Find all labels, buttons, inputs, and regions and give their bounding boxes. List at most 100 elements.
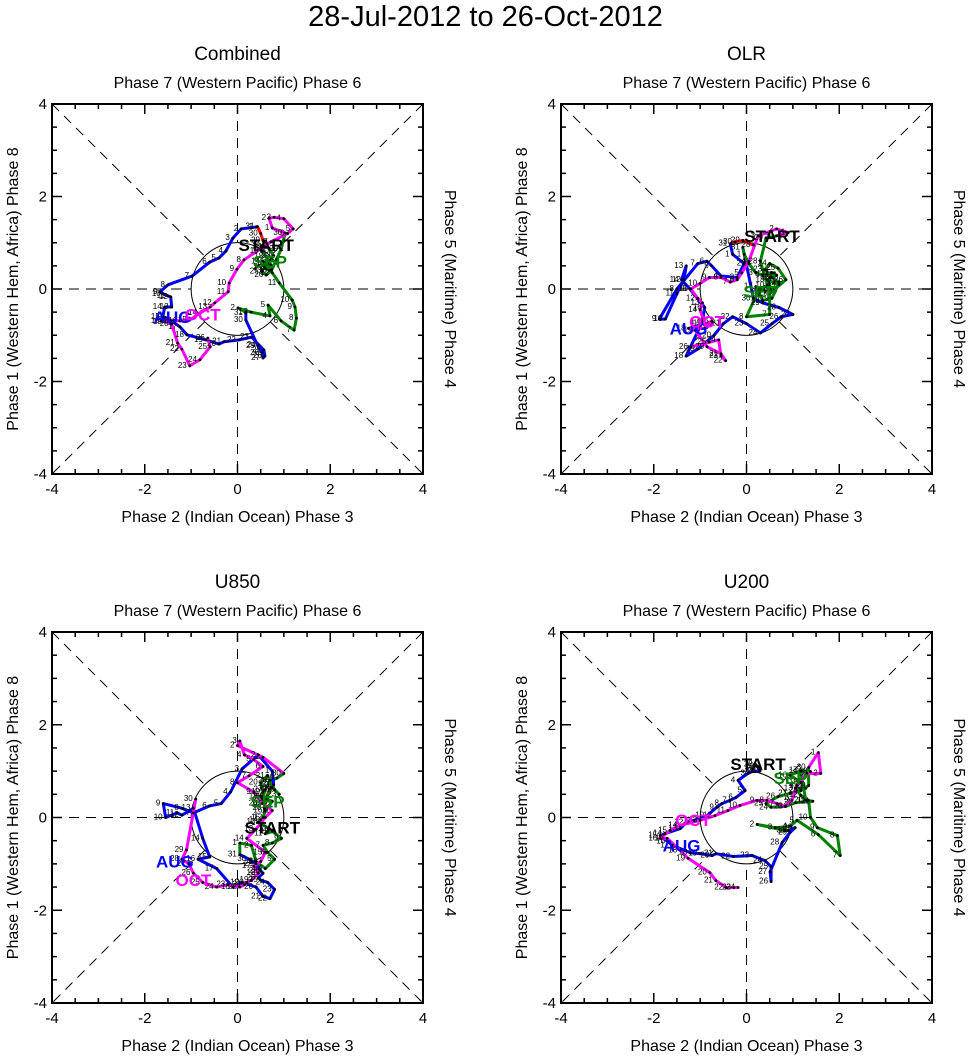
data-point [180,806,184,810]
day-label: 30 [258,784,267,793]
day-label: 5 [246,755,251,764]
data-point [290,298,294,302]
data-point [703,322,707,326]
day-label: 4 [790,781,795,790]
day-label: 13 [668,824,677,833]
data-point [254,885,258,889]
day-label: 24 [247,340,256,349]
day-label: 12 [258,824,267,833]
data-point [715,805,719,809]
data-point [703,306,707,309]
day-label: 17 [205,864,214,873]
y-tick-label: -4 [34,995,47,1012]
day-label: 10 [260,826,269,835]
day-label: 18 [249,792,258,801]
data-point [763,289,767,293]
data-point [710,319,714,323]
data-point [242,258,246,262]
top-axis-label: Phase 7 (Western Pacific) Phase 6 [114,603,362,620]
data-point [721,322,725,326]
day-label: 20 [249,778,258,787]
data-point [799,780,803,784]
day-label: 16 [160,316,169,325]
data-point [775,802,779,805]
data-point [261,802,265,805]
data-point [776,795,780,799]
y-tick-label: -2 [34,374,47,391]
day-label: 2 [745,767,750,776]
month-label: SEP [251,792,285,811]
data-point [188,364,192,368]
day-label: 10 [695,811,704,820]
day-label: 27 [778,788,787,797]
x-tick-label: -4 [554,1010,567,1027]
data-point [786,231,790,234]
phase-divider-diagonal [51,103,206,257]
data-point [286,232,289,235]
x-tick-label: 2 [835,481,843,498]
data-point [250,878,253,882]
y-tick-label: -4 [543,995,556,1012]
data-point [720,802,724,805]
data-point [724,359,728,363]
day-label: 9 [288,302,293,311]
phase-divider-diagonal [51,321,206,475]
day-label: 30 [237,854,246,863]
data-point [259,232,263,235]
data-point [250,335,254,339]
data-point [742,252,746,256]
day-label: 9 [702,272,707,281]
day-label: 5 [214,799,219,808]
day-label: 5 [767,268,772,277]
day-label: 14 [670,275,679,284]
data-point [256,753,260,757]
data-point [198,311,202,315]
data-point [658,836,662,840]
day-label: 1 [256,752,261,761]
data-point [770,271,774,275]
data-point [731,315,734,319]
data-point [784,278,788,282]
data-point [755,823,759,826]
day-label: 19 [250,246,259,255]
day-label: 7 [287,325,292,334]
data-point [235,267,239,271]
data-point [187,862,191,866]
data-point [238,841,242,845]
data-point [272,215,276,219]
data-point [213,301,217,305]
data-point [293,305,297,309]
day-label: 3 [751,231,756,240]
data-point [763,268,767,271]
day-label: 2 [234,224,239,233]
data-point [283,231,287,235]
data-point [247,774,251,778]
data-point [162,292,166,296]
day-label: 1 [238,307,243,316]
y-tick-label: 2 [39,189,47,206]
data-point [198,358,202,362]
day-label: 18 [751,296,760,305]
day-label: 1 [725,249,730,258]
data-point [754,271,758,275]
data-point [705,345,709,349]
day-label: 22 [170,344,179,353]
day-label: 17 [691,316,700,325]
data-point [696,296,700,300]
day-label: 4 [783,821,788,830]
day-label: 19 [676,853,685,862]
day-label: 27 [758,867,767,876]
day-label: 15 [253,263,262,272]
day-label: 7 [723,277,728,286]
day-label: 7 [762,309,767,318]
day-label: 4 [731,775,736,784]
month-label: START [245,819,301,838]
day-label: 10 [251,799,260,808]
data-point [658,834,662,837]
data-point [166,283,170,287]
data-point [282,217,286,221]
day-label: 31 [246,222,255,231]
data-point [788,824,792,828]
data-point [166,294,170,298]
day-label: 2 [244,840,249,849]
